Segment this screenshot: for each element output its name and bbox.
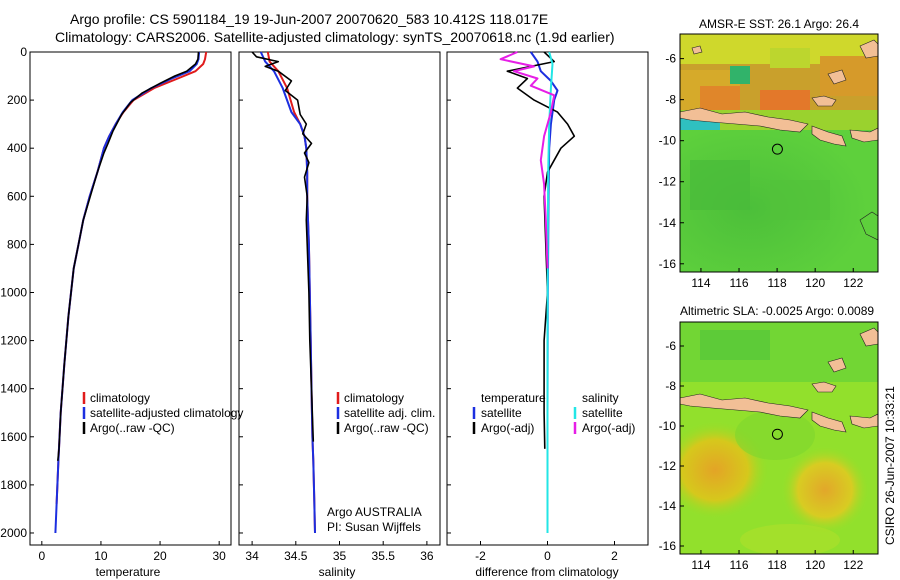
legend-label-satellite: satellite adj. clim. bbox=[344, 406, 435, 420]
sla-map-xtick-label-0: 114 bbox=[691, 558, 710, 572]
salinity-xtick-label-4: 36 bbox=[420, 549, 434, 563]
sst-map-title: AMSR-E SST: 26.1 Argo: 26.4 bbox=[699, 17, 859, 31]
sst-land bbox=[680, 39, 878, 241]
depth-tick-label-5: 1000 bbox=[0, 285, 27, 299]
figure-title-line1: Argo profile: CS 5901184_19 19-Jun-2007 … bbox=[70, 11, 548, 27]
sla-map-ytick-label-2: -10 bbox=[659, 419, 677, 433]
temperature-xtick-label-2: 20 bbox=[153, 549, 167, 563]
sla-map-xtick-label-2: 118 bbox=[768, 558, 787, 572]
difference-series-1 bbox=[506, 51, 576, 449]
sla-land bbox=[680, 327, 878, 433]
sst-map-frame bbox=[679, 33, 879, 273]
sla-map-title: Altimetric SLA: -0.0025 Argo: 0.0089 bbox=[680, 304, 874, 318]
depth-tick-label-2: 400 bbox=[7, 141, 27, 155]
legend-label-sal-satellite: satellite bbox=[582, 406, 623, 420]
argo-location-marker bbox=[771, 143, 783, 155]
argo-source-label: Argo AUSTRALIA bbox=[327, 505, 422, 519]
sla-map-ytick-label-0: -6 bbox=[665, 339, 676, 353]
legend-heading-salinity: salinity bbox=[582, 391, 619, 405]
temperature-series-0 bbox=[55, 51, 208, 505]
sst-map-panel: AMSR-E SST: 26.1 Argo: 26.4 bbox=[659, 17, 879, 290]
legend-label-climatology: climatology bbox=[344, 391, 404, 405]
sla-map-xtick-label-4: 122 bbox=[843, 558, 863, 572]
difference-xtick-label-1: 0 bbox=[544, 549, 551, 563]
depth-tick-label-7: 1400 bbox=[0, 382, 27, 396]
difference-legend-temperature: temperature satellite Argo(-adj) bbox=[472, 391, 546, 435]
salinity-series-0 bbox=[266, 51, 316, 534]
depth-tick-label-0: 0 bbox=[20, 45, 27, 59]
sla-map-panel: Altimetric SLA: -0.0025 Argo: 0.0089 114… bbox=[659, 304, 879, 572]
salinity-xtick-label-0: 34 bbox=[245, 549, 259, 563]
difference-axis-label: difference from climatology bbox=[475, 565, 618, 579]
sst-map-xtick-label-2: 118 bbox=[768, 276, 787, 290]
sla-map-ytick-label-5: -16 bbox=[659, 539, 677, 553]
difference-panel: -2 0 2 difference from climatology tempera… bbox=[446, 51, 649, 579]
legend-label-temp-argo: Argo(-adj) bbox=[481, 421, 534, 435]
depth-tick-label-9: 1800 bbox=[0, 478, 27, 492]
legend-label-satellite: satellite-adjusted climatology bbox=[90, 406, 243, 420]
sla-map-ytick-label-1: -8 bbox=[665, 379, 676, 393]
depth-tick-label-1: 200 bbox=[7, 93, 27, 107]
temperature-xtick-label-0: 0 bbox=[38, 549, 45, 563]
salinity-panel: 34 34.5 35 35.5 36 salinity climatology sate… bbox=[238, 51, 441, 579]
legend-label-temp-satellite: satellite bbox=[481, 406, 522, 420]
sst-map-ytick-label-4: -14 bbox=[659, 216, 677, 230]
argo-location-marker bbox=[771, 428, 783, 440]
temperature-series-1 bbox=[54, 51, 201, 534]
sla-map-xtick-label-1: 116 bbox=[729, 558, 748, 572]
sst-map-xtick-label-3: 120 bbox=[805, 276, 825, 290]
difference-xtick-label-0: -2 bbox=[475, 549, 486, 563]
figure-title-line2: Climatology: CARS2006. Satellite-adjuste… bbox=[55, 29, 615, 45]
sla-map-xtick-label-3: 120 bbox=[805, 558, 825, 572]
sst-map-ytick-label-2: -10 bbox=[659, 134, 677, 148]
salinity-xtick-label-3: 35.5 bbox=[372, 549, 396, 563]
legend-label-sal-argo: Argo(-adj) bbox=[582, 421, 635, 435]
sla-map-ytick-label-4: -14 bbox=[659, 499, 677, 513]
temperature-xtick-label-1: 10 bbox=[94, 549, 108, 563]
legend-heading-temperature: temperature bbox=[481, 391, 546, 405]
salinity-xtick-label-1: 34.5 bbox=[284, 549, 308, 563]
temperature-panel: 0 10 20 30 0 200 400 600 800 1000 1200 1400 1600 1800… bbox=[0, 45, 243, 579]
salinity-axis-label: salinity bbox=[319, 565, 356, 579]
difference-xtick-label-2: 2 bbox=[611, 549, 618, 563]
depth-tick-label-6: 1200 bbox=[0, 334, 27, 348]
sla-map-ytick-label-3: -12 bbox=[659, 459, 677, 473]
temperature-legend: climatology satellite-adjusted climatolo… bbox=[82, 391, 243, 435]
sst-map-ytick-label-5: -16 bbox=[659, 257, 677, 271]
temperature-series-2 bbox=[57, 51, 200, 461]
salinity-series-2 bbox=[251, 51, 315, 442]
legend-label-climatology: climatology bbox=[90, 391, 150, 405]
salinity-plot-frame bbox=[238, 51, 441, 546]
difference-series-0 bbox=[529, 51, 559, 533]
sst-field bbox=[680, 34, 878, 272]
depth-tick-label-8: 1600 bbox=[0, 430, 27, 444]
salinity-xtick-label-2: 35 bbox=[333, 549, 347, 563]
sst-map-ytick-label-0: -6 bbox=[665, 52, 676, 66]
depth-tick-label-3: 600 bbox=[7, 189, 27, 203]
sla-map-frame bbox=[679, 321, 879, 555]
legend-label-argo: Argo(..raw -QC) bbox=[344, 421, 429, 435]
csiro-timestamp: CSIRO 26-Jun-2007 10:33:21 bbox=[883, 386, 897, 545]
depth-tick-label-10: 2000 bbox=[0, 526, 27, 540]
temperature-axis-label: temperature bbox=[96, 565, 161, 579]
sst-map-xtick-label-0: 114 bbox=[691, 276, 710, 290]
salinity-legend: climatology satellite adj. clim. Argo(..… bbox=[336, 391, 435, 435]
difference-series-3 bbox=[499, 51, 556, 269]
difference-legend-salinity: salinity satellite Argo(-adj) bbox=[573, 391, 635, 435]
argo-pi-label: PI: Susan Wijffels bbox=[327, 520, 421, 534]
difference-series-2 bbox=[546, 51, 554, 533]
sst-map-xtick-label-4: 122 bbox=[843, 276, 863, 290]
legend-label-argo: Argo(..raw -QC) bbox=[90, 421, 175, 435]
sst-map-ytick-label-3: -12 bbox=[659, 175, 677, 189]
temperature-plot-frame bbox=[29, 51, 232, 546]
depth-tick-label-4: 800 bbox=[7, 237, 27, 251]
temperature-xtick-label-3: 30 bbox=[212, 549, 226, 563]
sst-map-ytick-label-1: -8 bbox=[665, 93, 676, 107]
sst-map-xtick-label-1: 116 bbox=[729, 276, 748, 290]
sla-field bbox=[680, 322, 878, 554]
